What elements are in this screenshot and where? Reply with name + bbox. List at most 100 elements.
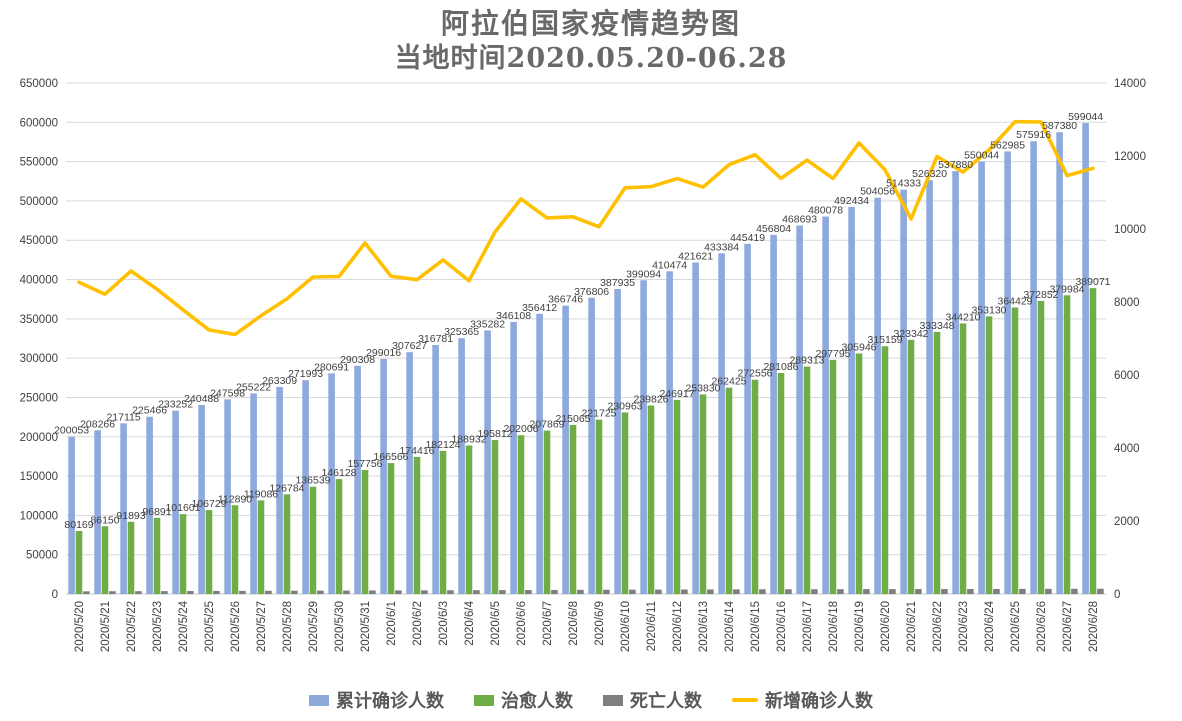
svg-text:650000: 650000 [20,78,58,90]
svg-text:233252: 233252 [158,399,193,411]
svg-text:2020/6/24: 2020/6/24 [984,600,996,652]
svg-text:335282: 335282 [470,318,505,330]
chart-legend: 累计确诊人数 治愈人数 死亡人数 新增确诊人数 [0,687,1182,713]
svg-text:6000: 6000 [1114,370,1140,382]
svg-text:2020/6/25: 2020/6/25 [1010,601,1022,652]
svg-text:2020/6/13: 2020/6/13 [698,601,710,652]
svg-text:202006: 202006 [503,423,538,435]
svg-text:323342: 323342 [893,328,928,340]
svg-text:96891: 96891 [142,506,171,518]
svg-text:136539: 136539 [295,475,330,487]
svg-text:366746: 366746 [548,294,583,306]
svg-text:299016: 299016 [366,347,401,359]
svg-text:2020/6/4: 2020/6/4 [464,600,476,645]
svg-text:307627: 307627 [392,340,427,352]
svg-text:182124: 182124 [425,439,460,451]
svg-text:364429: 364429 [997,296,1032,308]
bars-累计确诊人数 [68,123,1089,595]
data-labels-治愈人数: 8016986150918939689110160110672911289011… [64,276,1110,531]
svg-text:599044: 599044 [1068,111,1103,123]
svg-text:8000: 8000 [1114,297,1140,309]
svg-text:166566: 166566 [373,451,408,463]
svg-text:379984: 379984 [1049,283,1084,295]
svg-text:400000: 400000 [20,275,58,287]
svg-text:2020/5/21: 2020/5/21 [100,601,112,652]
svg-text:2020/6/26: 2020/6/26 [1036,601,1048,652]
svg-text:207869: 207869 [529,419,564,431]
svg-text:272556: 272556 [737,368,772,380]
svg-text:221725: 221725 [581,408,616,420]
svg-text:504056: 504056 [860,186,895,198]
svg-text:550000: 550000 [20,157,58,169]
svg-text:239826: 239826 [633,394,668,406]
right-axis-labels: 0 2000 4000 6000 8000 10000 12000 14000 [1114,78,1146,601]
chart-subtitle: 当地时间2020.05.20-06.28 [394,43,788,74]
svg-text:2020/5/26: 2020/5/26 [230,601,242,652]
legend-item-cured: 治愈人数 [474,687,573,713]
svg-text:2020/6/10: 2020/6/10 [620,601,632,652]
svg-text:2000: 2000 [1114,516,1140,528]
svg-text:255222: 255222 [236,381,271,393]
svg-text:316781: 316781 [418,333,453,345]
cumulative-confirmed-swatch-icon [309,694,329,706]
svg-text:315159: 315159 [867,334,902,346]
gridlines [66,82,1106,595]
svg-text:50000: 50000 [26,550,58,562]
svg-text:433384: 433384 [704,241,739,253]
svg-text:101601: 101601 [165,502,200,514]
svg-text:350000: 350000 [20,314,58,326]
legend-item-cumulative-confirmed: 累计确诊人数 [309,687,444,713]
svg-text:2020/5/22: 2020/5/22 [126,601,138,652]
svg-text:376806: 376806 [574,286,609,298]
svg-text:208266: 208266 [80,418,115,430]
svg-text:281086: 281086 [763,361,798,373]
cured-swatch-icon [474,694,494,706]
deaths-swatch-icon [603,694,623,706]
svg-text:2020/6/20: 2020/6/20 [880,601,892,652]
svg-text:246917: 246917 [659,388,694,400]
svg-text:12000: 12000 [1114,151,1146,163]
svg-text:600000: 600000 [20,117,58,129]
svg-text:150000: 150000 [20,471,58,483]
x-axis-labels: 2020/5/20 2020/5/21 2020/5/22 2020/5/23 2020… [74,600,1100,652]
svg-text:297795: 297795 [815,348,850,360]
svg-text:290308: 290308 [340,354,375,366]
svg-text:217115: 217115 [106,411,140,423]
svg-text:550044: 550044 [964,150,999,162]
svg-text:240488: 240488 [184,393,219,405]
new-confirmed-line [77,119,1095,337]
legend-label: 新增确诊人数 [765,691,873,712]
svg-text:305946: 305946 [841,342,876,354]
svg-text:112890: 112890 [218,493,252,505]
svg-text:492434: 492434 [834,195,869,207]
svg-text:157756: 157756 [347,458,382,470]
svg-text:526320: 526320 [912,168,947,180]
svg-text:2020/6/19: 2020/6/19 [854,601,866,652]
svg-text:325365: 325365 [444,326,479,338]
svg-text:195812: 195812 [477,428,512,440]
svg-text:445419: 445419 [730,232,765,244]
svg-text:2020/6/17: 2020/6/17 [802,601,814,652]
svg-text:2020/5/25: 2020/5/25 [204,601,216,652]
svg-text:575916: 575916 [1016,129,1051,141]
data-labels-累计确诊人数: 2000532082662171152254662332522404882475… [54,111,1103,437]
svg-text:0: 0 [1114,589,1120,601]
svg-text:2020/6/9: 2020/6/9 [594,601,606,646]
svg-text:2020/6/11: 2020/6/11 [646,601,658,651]
svg-text:86150: 86150 [90,514,119,526]
svg-text:2020/5/27: 2020/5/27 [256,601,268,652]
svg-text:587380: 587380 [1042,120,1077,132]
chart-title: 阿拉伯国家疫情趋势图 [440,7,741,40]
svg-text:2020/6/15: 2020/6/15 [750,601,762,652]
bars-治愈人数 [75,288,1097,594]
svg-text:2020/5/24: 2020/5/24 [178,600,190,652]
svg-text:0: 0 [52,589,58,601]
svg-text:146128: 146128 [321,467,356,479]
svg-text:456804: 456804 [756,223,791,235]
svg-text:537880: 537880 [938,159,973,171]
svg-text:250000: 250000 [20,392,58,404]
svg-text:2020/6/5: 2020/6/5 [490,601,502,646]
svg-text:2020/6/14: 2020/6/14 [724,600,736,652]
svg-text:2020/6/12: 2020/6/12 [672,601,684,652]
